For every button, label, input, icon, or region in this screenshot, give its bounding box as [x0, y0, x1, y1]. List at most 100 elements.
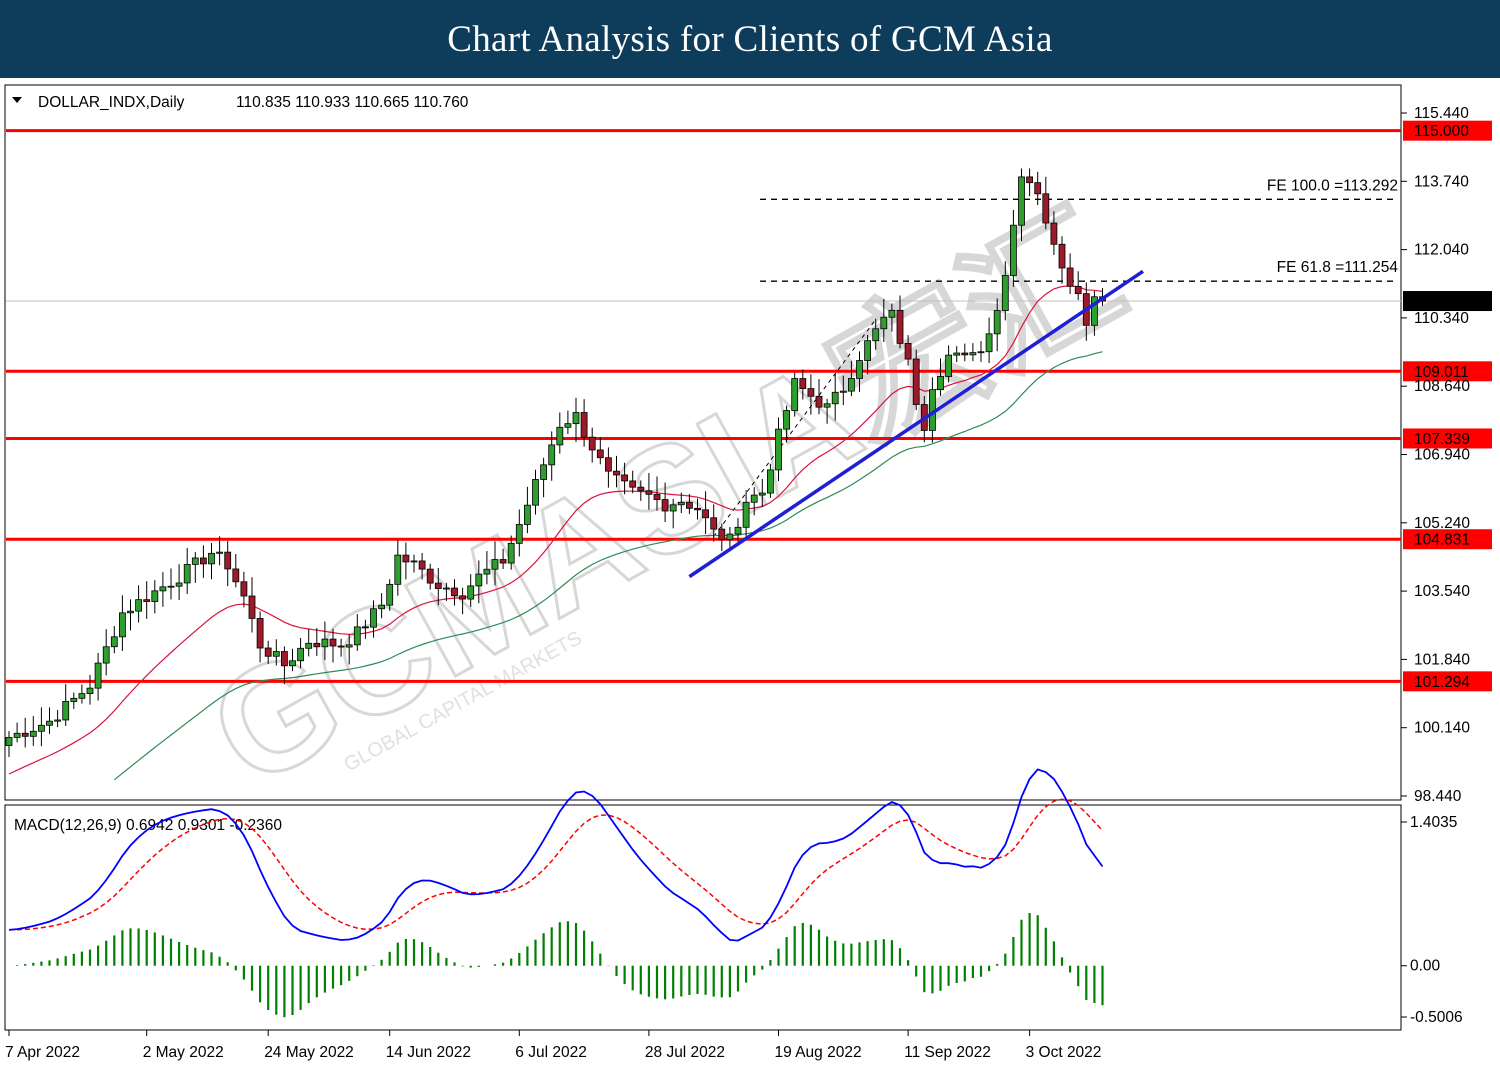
candle-body	[677, 501, 685, 506]
macd-tick-label: 1.4035	[1410, 814, 1457, 831]
candle-body	[969, 352, 977, 356]
candle-body	[38, 724, 45, 732]
x-tick-label: 2 May 2022	[143, 1044, 224, 1061]
candle-body	[556, 426, 564, 446]
candle-body	[191, 557, 199, 565]
candle-body	[305, 642, 313, 649]
candle-body	[661, 499, 669, 512]
ohlc-header: 110.835 110.933 110.665 110.760	[236, 94, 469, 111]
candle-body	[313, 642, 321, 648]
candle-body	[143, 599, 151, 602]
level-label: 109.011	[1414, 364, 1469, 381]
y-tick-label: 115.440	[1414, 105, 1469, 122]
macd-tick-label: 0.00	[1410, 958, 1441, 975]
candle-body	[62, 701, 70, 721]
fib-label: FE 61.8 =111.254	[1277, 259, 1399, 276]
candle-body	[13, 732, 21, 738]
candle-body	[1050, 222, 1058, 245]
candle-body	[272, 651, 280, 657]
y-tick-label: 101.840	[1414, 651, 1470, 668]
candle-body	[337, 645, 345, 648]
candle-body	[515, 524, 523, 544]
candle-body	[985, 333, 993, 353]
candle-body	[345, 644, 353, 648]
candle-body	[491, 559, 499, 570]
macd-frame	[4, 804, 1402, 1031]
candle-body	[783, 410, 790, 430]
candle-body	[848, 378, 855, 392]
x-tick-label: 24 May 2022	[264, 1044, 354, 1061]
candle-body	[896, 309, 904, 344]
candle-body	[21, 732, 29, 737]
candle-body	[224, 551, 232, 570]
candle-body	[1026, 176, 1033, 184]
candle-body	[102, 646, 110, 664]
candle-body	[953, 352, 961, 356]
y-tick-label: 98.440	[1414, 788, 1462, 805]
y-tick-label: 113.740	[1414, 173, 1469, 190]
y-tick-label: 106.940	[1414, 447, 1470, 464]
x-tick-label: 3 Oct 2022	[1026, 1044, 1102, 1061]
chart-symbol: DOLLAR_INDX,Daily	[38, 94, 185, 111]
candle-body	[758, 492, 766, 496]
candle-body	[1058, 243, 1066, 269]
collapse-triangle-icon[interactable]	[12, 97, 22, 103]
level-tag	[1403, 428, 1492, 449]
candle-body	[564, 423, 572, 428]
candle-body	[467, 585, 475, 600]
candle-body	[856, 360, 863, 379]
candle-body	[378, 604, 386, 610]
candle-body	[540, 464, 547, 480]
candle-body	[119, 612, 126, 638]
candle-body	[993, 310, 1001, 335]
candle-body	[548, 444, 556, 466]
y-tick-label: 110.340	[1414, 310, 1469, 327]
candle-body	[264, 647, 272, 657]
candle-body	[475, 573, 483, 587]
candle-body	[653, 493, 661, 500]
candle-body	[232, 568, 240, 583]
candle-body	[418, 560, 426, 570]
candle-body	[370, 608, 377, 628]
candle-body	[823, 403, 831, 408]
x-tick-label: 28 Jul 2022	[645, 1044, 725, 1061]
candle-body	[864, 340, 871, 361]
candle-body	[127, 610, 134, 614]
banner-title: Chart Analysis for Clients of GCM Asia	[447, 18, 1053, 60]
current-price-label: 110.760	[1414, 294, 1469, 311]
candle-body	[5, 737, 13, 746]
candle-body	[815, 395, 823, 408]
candle-body	[361, 626, 369, 629]
fib-label: FE 100.0 =113.292	[1267, 177, 1398, 194]
candle-body	[977, 351, 985, 354]
candle-body	[483, 568, 491, 575]
x-tick-label: 11 Sep 2022	[904, 1044, 991, 1061]
y-tick-label: 112.040	[1414, 242, 1469, 259]
level-tag	[1403, 120, 1492, 141]
level-tag	[1403, 671, 1492, 692]
candle-body	[588, 436, 596, 451]
candle-body	[199, 557, 207, 565]
x-tick-label: 6 Jul 2022	[515, 1044, 587, 1061]
candle-body	[426, 568, 434, 584]
candle-body	[402, 554, 410, 563]
candle-body	[1091, 296, 1098, 326]
candle-body	[1074, 285, 1082, 295]
candle-body	[159, 586, 167, 592]
fib-anchor-line	[713, 319, 877, 537]
candle-body	[629, 480, 637, 488]
candle-body	[767, 469, 774, 494]
candle-body	[46, 720, 53, 726]
candle-body	[888, 309, 896, 318]
candle-body	[710, 517, 718, 530]
candle-body	[580, 412, 588, 438]
main-chart-frame	[4, 84, 1402, 801]
candle-body	[524, 504, 531, 525]
candle-body	[175, 582, 183, 587]
candle-body	[167, 585, 175, 588]
candle-body	[289, 660, 296, 667]
candle-body	[750, 494, 758, 503]
candle-body	[596, 449, 604, 459]
candle-body	[807, 388, 815, 397]
